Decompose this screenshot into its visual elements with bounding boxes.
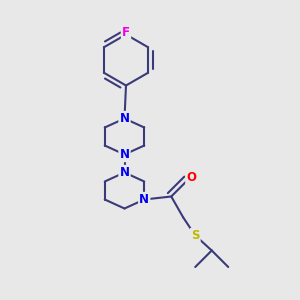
Text: F: F <box>122 26 130 40</box>
Text: S: S <box>191 229 200 242</box>
Text: O: O <box>186 171 196 184</box>
Text: N: N <box>139 193 149 206</box>
Text: N: N <box>119 166 130 179</box>
Text: N: N <box>119 148 130 161</box>
Text: N: N <box>119 112 130 125</box>
